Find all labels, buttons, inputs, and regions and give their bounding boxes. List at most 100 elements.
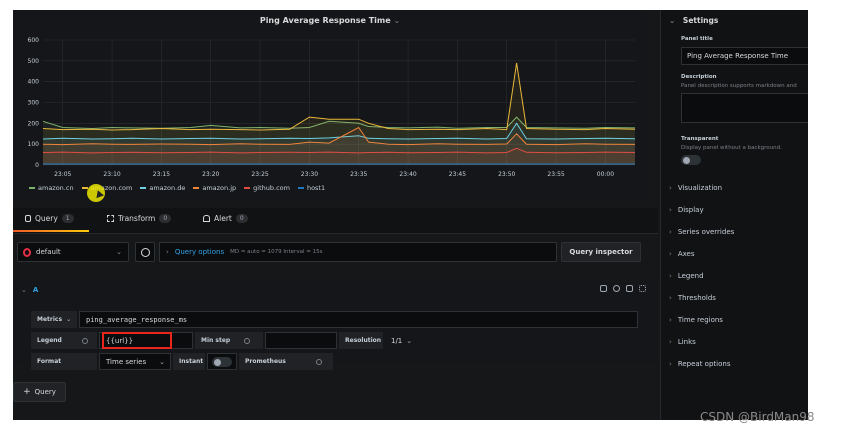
format-select[interactable]: Time series ⌄ — [99, 353, 171, 370]
instant-label: Instant — [173, 353, 205, 370]
instant-toggle[interactable] — [212, 357, 232, 367]
eye-icon[interactable] — [613, 285, 620, 292]
chevron-right-icon: › — [166, 248, 169, 256]
query-options-meta: MD = auto = 1079 Interval = 15s — [230, 249, 323, 255]
instant-toggle-box[interactable] — [207, 353, 237, 370]
series-line-amazon.jp — [42, 126, 636, 146]
clock-icon — [141, 248, 150, 257]
settings-header[interactable]: ⌄ Settings — [669, 16, 719, 25]
chevron-down-icon: ⌄ — [393, 16, 401, 25]
info-icon[interactable] — [244, 337, 251, 344]
chevron-right-icon: › — [669, 360, 672, 368]
settings-section-display[interactable]: › Display — [669, 206, 704, 214]
y-tick-label: 500 — [28, 58, 40, 65]
tab-transform[interactable]: Transform 0 — [107, 214, 172, 223]
y-tick-label: 200 — [28, 120, 40, 127]
tab-alert[interactable]: Alert 0 — [203, 214, 248, 223]
chevron-down-icon: ⌄ — [21, 285, 27, 294]
settings-section-label: Axes — [677, 250, 695, 258]
resolution-select[interactable]: 1/1 ⌄ — [385, 332, 421, 349]
query-options-link[interactable]: Query options — [174, 248, 225, 256]
editor-tabs: Query 1 Transform 0 Alert 0 — [13, 208, 658, 234]
chevron-right-icon: › — [669, 206, 672, 214]
format-label: Format — [31, 353, 97, 370]
y-tick-label: 600 — [28, 37, 40, 44]
drag-handle-icon[interactable] — [639, 285, 646, 292]
query-options[interactable]: › Query options MD = auto = 1079 Interva… — [159, 242, 557, 262]
chevron-down-icon: ⌄ — [66, 316, 72, 323]
transform-icon — [107, 215, 114, 222]
add-query-button[interactable]: + Query — [13, 382, 66, 402]
settings-section-legend[interactable]: › Legend — [669, 272, 704, 280]
panel-title-input[interactable]: Ping Average Response Time — [681, 47, 808, 65]
description-label: Description — [681, 74, 717, 80]
settings-section-thresholds[interactable]: › Thresholds — [669, 294, 716, 302]
settings-section-links[interactable]: › Links — [669, 338, 696, 346]
info-icon[interactable] — [315, 358, 322, 365]
plus-icon: + — [23, 387, 31, 397]
transparent-help: Display panel without a background. — [681, 145, 782, 151]
resolution-label: Resolution — [339, 332, 383, 349]
metrics-input[interactable]: ping_average_response_ms — [79, 311, 638, 328]
x-tick-label: 23:40 — [399, 171, 416, 178]
tab-badge: 1 — [61, 214, 74, 223]
chevron-down-icon: ⌄ — [669, 16, 676, 25]
settings-section-label: Series overrides — [677, 228, 735, 236]
x-tick-label: 23:45 — [449, 171, 466, 178]
settings-section-label: Visualization — [677, 184, 723, 192]
description-help: Panel description supports markdown and — [681, 83, 797, 89]
query-row-header[interactable]: ⌄ A — [13, 282, 658, 297]
metrics-label[interactable]: Metrics ⌄ — [31, 311, 77, 328]
settings-section-series-overrides[interactable]: › Series overrides — [669, 228, 734, 236]
legend-item[interactable]: amazon.de — [140, 184, 185, 192]
legend-item[interactable]: host1 — [297, 184, 325, 192]
prometheus-icon — [23, 247, 31, 257]
legend-item[interactable]: amazon.com — [81, 184, 132, 192]
x-tick-label: 23:55 — [547, 171, 564, 178]
description-textarea[interactable] — [681, 93, 808, 123]
x-tick-label: 23:15 — [153, 171, 170, 178]
x-tick-label: 00:00 — [597, 171, 614, 178]
panel-title-label: Panel title — [681, 36, 713, 42]
settings-section-label: Links — [677, 338, 696, 346]
chevron-right-icon: › — [669, 250, 672, 258]
panel-title[interactable]: Ping Average Response Time ⌄ — [259, 16, 401, 25]
series-area-amazon.de — [43, 123, 635, 165]
legend-label: github.com — [253, 184, 290, 192]
settings-section-repeat-options[interactable]: › Repeat options — [669, 360, 730, 368]
graph-panel: Ping Average Response Time ⌄ 0 100 200 300 4… — [13, 10, 647, 202]
y-tick-label: 400 — [28, 79, 40, 86]
y-tick-label: 0 — [35, 162, 39, 169]
legend-item[interactable]: amazon.jp — [193, 184, 236, 192]
legend-swatch — [81, 187, 88, 189]
chevron-right-icon: › — [669, 272, 672, 280]
settings-section-time-regions[interactable]: › Time regions — [669, 316, 723, 324]
chevron-down-icon: ⌄ — [406, 336, 413, 345]
toggle-knob — [214, 358, 221, 366]
transparent-label: Transparent — [681, 136, 719, 142]
settings-section-axes[interactable]: › Axes — [669, 250, 694, 258]
watermark: CSDN @BirdMan98 — [700, 410, 815, 424]
trash-icon[interactable] — [626, 285, 633, 292]
legend-item[interactable]: amazon.cn — [29, 184, 74, 192]
legend-label: Legend — [31, 332, 97, 349]
settings-section-label: Display — [677, 206, 704, 214]
info-icon[interactable] — [81, 337, 88, 344]
query-inspector-button[interactable]: Query inspector — [561, 242, 641, 262]
series-line-github.com — [42, 147, 636, 154]
legend-swatch — [29, 187, 35, 189]
x-tick-label: 23:25 — [251, 171, 268, 178]
chevron-right-icon: › — [669, 316, 672, 324]
tab-query[interactable]: Query 1 — [25, 214, 74, 223]
line-chart: 0 100 200 300 400 500 600 23:05 23:10 23:15 23:20 2… — [28, 37, 636, 178]
tab-badge: 0 — [159, 214, 172, 223]
settings-section-visualization[interactable]: › Visualization — [669, 184, 722, 192]
transparent-toggle[interactable] — [681, 155, 701, 165]
prometheus-label: Prometheus — [239, 353, 333, 370]
x-tick-label: 23:50 — [498, 171, 515, 178]
datasource-select[interactable]: default ⌄ — [17, 242, 129, 262]
duplicate-icon[interactable] — [600, 285, 607, 292]
min-step-input[interactable] — [265, 332, 337, 349]
query-history-button[interactable] — [135, 242, 155, 262]
legend-item[interactable]: github.com — [244, 184, 290, 192]
